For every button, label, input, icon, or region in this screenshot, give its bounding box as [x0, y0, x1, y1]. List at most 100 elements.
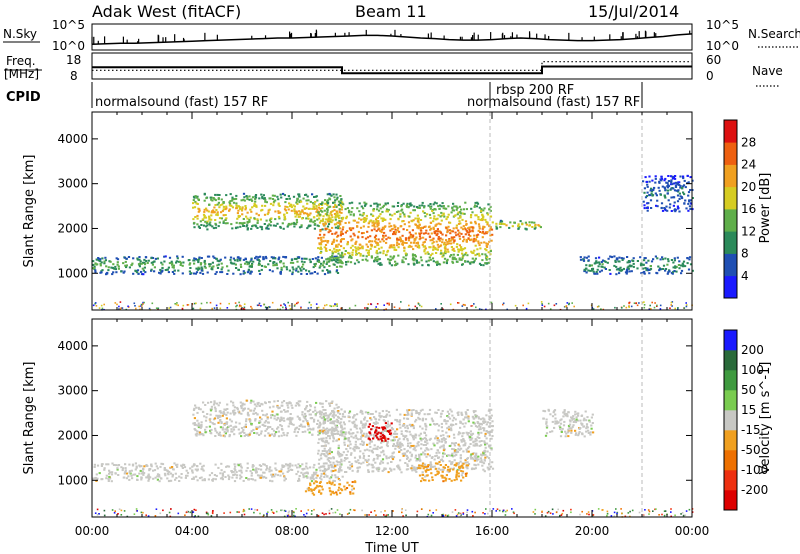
- data-cell: [466, 467, 469, 470]
- data-cell: [531, 221, 534, 224]
- data-cell: [296, 415, 299, 418]
- data-cell: [175, 260, 178, 263]
- data-cell: [234, 473, 237, 476]
- data-cell: [254, 204, 257, 207]
- data-cell: [615, 257, 619, 260]
- data-cell: [435, 252, 438, 254]
- data-cell: [200, 421, 203, 424]
- data-cell: [147, 473, 150, 476]
- data-cell: [646, 269, 649, 272]
- data-cell: [439, 415, 442, 418]
- data-cell: [407, 237, 410, 240]
- data-cell: [385, 409, 388, 412]
- colorbar-tick-label: 24: [741, 158, 756, 172]
- data-cell: [204, 431, 207, 434]
- data-cell: [214, 427, 217, 430]
- data-cell: [595, 260, 598, 263]
- data-cell: [324, 227, 327, 230]
- data-cell: [142, 261, 145, 264]
- data-cell: [438, 204, 442, 207]
- data-cell: [242, 258, 245, 261]
- data-cell: [259, 218, 262, 221]
- data-cell: [420, 227, 423, 230]
- data-cell: [376, 455, 379, 458]
- data-cell: [328, 258, 331, 261]
- data-cell: [649, 189, 652, 192]
- data-cell: [153, 266, 156, 269]
- data-cell: [323, 447, 326, 450]
- data-cell: [396, 419, 399, 422]
- data-cell: [192, 476, 195, 479]
- data-cell: [256, 304, 259, 307]
- data-cell: [283, 208, 287, 211]
- data-cell: [450, 462, 454, 465]
- data-cell: [195, 202, 198, 205]
- data-cell: [301, 265, 304, 268]
- data-cell: [320, 438, 324, 441]
- data-cell: [131, 464, 135, 467]
- data-cell: [461, 228, 465, 231]
- data-cell: [436, 439, 439, 442]
- data-cell: [412, 209, 415, 212]
- data-cell: [101, 463, 104, 466]
- data-cell: [178, 480, 181, 482]
- data-cell: [196, 419, 199, 422]
- data-cell: [232, 474, 235, 476]
- data-cell: [195, 267, 198, 270]
- data-cell: [679, 195, 682, 198]
- data-cell: [383, 304, 385, 306]
- data-cell: [240, 407, 243, 410]
- data-cell: [337, 469, 341, 472]
- data-cell: [451, 442, 454, 445]
- data-cell: [243, 306, 246, 309]
- data-cell: [392, 233, 395, 236]
- data-cell: [209, 409, 213, 412]
- data-cell: [433, 201, 436, 204]
- data-cell: [336, 259, 339, 261]
- data-cell: [150, 257, 153, 260]
- data-cell: [241, 206, 244, 209]
- data-cell: [124, 264, 127, 267]
- data-cell: [219, 426, 222, 429]
- data-cell: [364, 219, 367, 222]
- data-cell: [114, 472, 117, 475]
- data-cell: [291, 406, 294, 409]
- data-cell: [303, 467, 306, 470]
- data-cell: [246, 211, 249, 214]
- data-cell: [465, 431, 468, 434]
- data-cell: [421, 408, 424, 411]
- data-cell: [462, 212, 465, 215]
- data-cell: [473, 417, 476, 420]
- data-cell: [381, 238, 384, 241]
- data-cell: [326, 453, 329, 456]
- data-cell: [428, 235, 431, 238]
- data-cell: [391, 227, 394, 230]
- data-cell: [471, 226, 474, 229]
- data-cell: [303, 425, 306, 428]
- data-cell: [678, 210, 681, 213]
- data-cell: [307, 425, 310, 428]
- data-cell: [442, 434, 445, 437]
- data-cell: [334, 214, 337, 217]
- data-cell: [239, 263, 242, 266]
- data-cell: [436, 437, 439, 440]
- data-cell: [669, 175, 673, 178]
- data-cell: [374, 240, 377, 243]
- data-cell: [214, 273, 217, 275]
- data-cell: [213, 400, 216, 403]
- data-cell: [657, 186, 660, 189]
- data-cell: [226, 273, 229, 275]
- data-cell: [206, 224, 209, 227]
- data-cell: [280, 428, 284, 430]
- data-cell: [221, 271, 224, 274]
- data-cell: [661, 209, 665, 212]
- data-cell: [214, 429, 217, 432]
- data-cell: [185, 469, 188, 472]
- data-cell: [469, 443, 472, 445]
- data-cell: [367, 470, 370, 473]
- data-cell: [432, 217, 436, 220]
- data-cell: [226, 430, 229, 433]
- data-cell: [487, 457, 491, 460]
- data-cell: [322, 422, 325, 425]
- data-cell: [322, 415, 325, 418]
